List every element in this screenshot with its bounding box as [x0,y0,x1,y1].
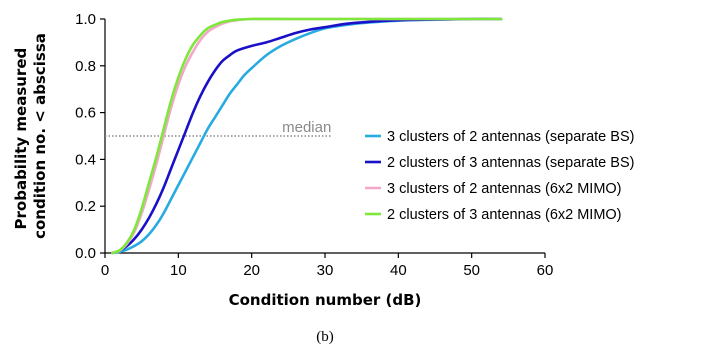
legend-label: 2 clusters of 3 antennas (6x2 MIMO) [387,207,622,223]
legend-label: 3 clusters of 2 antennas (separate BS) [387,129,634,145]
x-tick-label: 40 [390,262,407,279]
series-line-4 [111,17,503,255]
x-axis-title: Condition number (dB) [229,291,422,309]
legend-item: 2 clusters of 3 antennas (6x2 MIMO) [365,207,622,223]
x-tick-label: 30 [317,262,334,279]
legend-label: 3 clusters of 2 antennas (6x2 MIMO) [387,181,622,197]
x-tick-label: 0 [101,262,109,279]
y-axis-title-line-1: Probability measured [12,48,30,230]
x-tick-label: 20 [243,262,260,279]
y-tick-label: 0.0 [75,245,96,262]
y-tick-label: 1.0 [75,11,96,28]
legend-item: 2 clusters of 3 antennas (separate BS) [365,155,634,171]
median-label: median [282,119,331,136]
y-axis-title: Probability measured condition no. < abs… [12,33,49,239]
y-tick-label: 0.6 [75,105,96,122]
y-axis-title-line-2: condition no. < abscissa [31,33,49,239]
x-tick-label: 10 [170,262,187,279]
x-tick-label: 50 [463,262,480,279]
y-tick-label: 0.4 [75,151,96,168]
median-reference: median [105,119,333,137]
x-tick-label: 60 [537,262,554,279]
y-tick-label: 0.8 [75,58,96,75]
x-tick-labels: 0 10 20 30 40 50 60 [101,262,554,279]
y-tick-labels: 0.0 0.2 0.4 0.6 0.8 1.0 [75,11,96,262]
legend-item: 3 clusters of 2 antennas (separate BS) [365,129,634,145]
series-line-2 [111,17,503,255]
series-lines [111,17,503,255]
figure-caption: (b) [316,329,334,345]
legend-item: 3 clusters of 2 antennas (6x2 MIMO) [365,181,622,197]
legend: 3 clusters of 2 antennas (separate BS) 2 … [365,129,634,223]
legend-label: 2 clusters of 3 antennas (separate BS) [387,155,634,171]
y-tick-label: 0.2 [75,198,96,215]
